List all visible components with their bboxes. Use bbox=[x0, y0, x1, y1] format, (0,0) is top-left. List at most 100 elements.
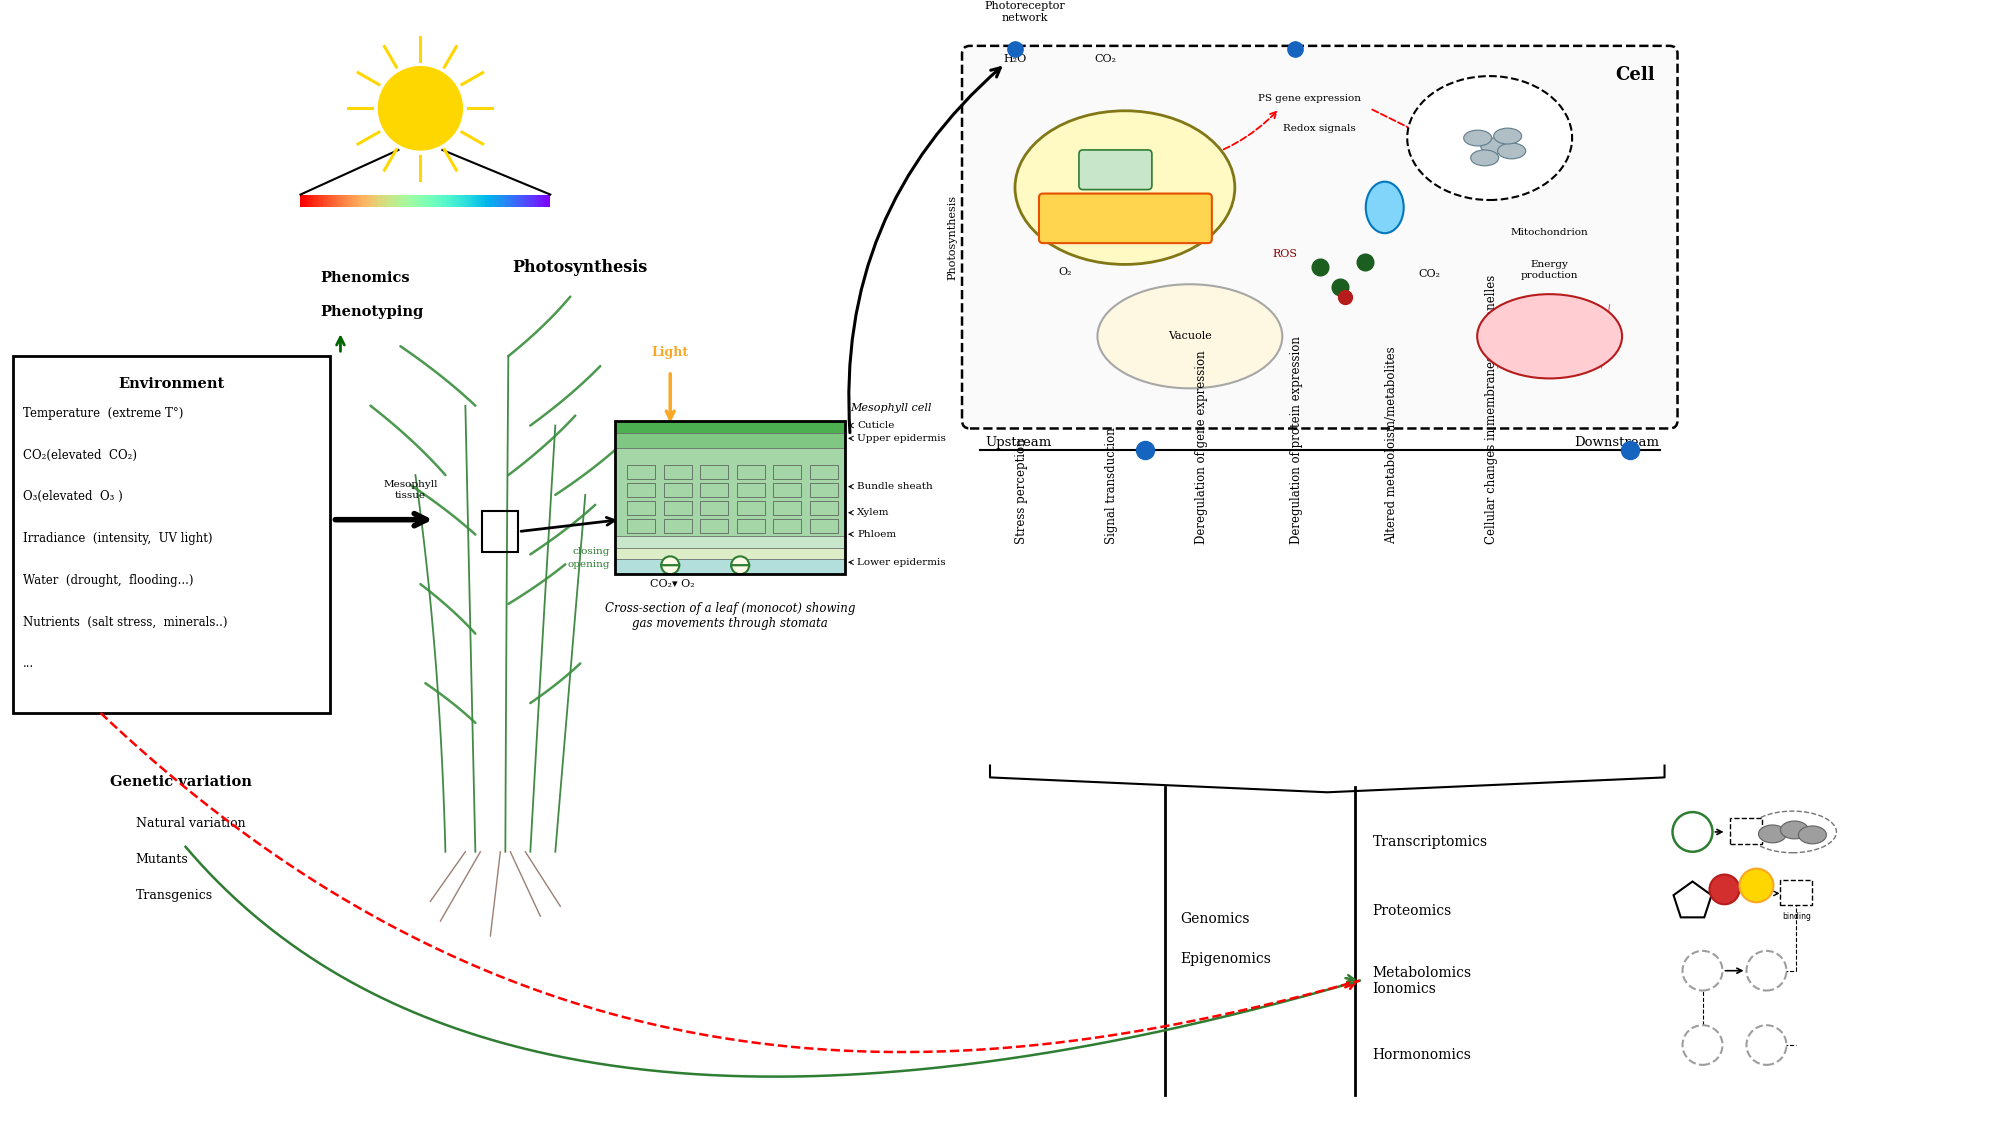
Text: Temperature  (extreme T°): Temperature (extreme T°) bbox=[22, 407, 184, 420]
Ellipse shape bbox=[1494, 128, 1522, 144]
Bar bbox=[12, 356, 330, 713]
Circle shape bbox=[1682, 950, 1722, 991]
Text: G: G bbox=[1762, 1040, 1770, 1050]
Wedge shape bbox=[732, 565, 750, 574]
Bar bbox=[736, 501, 764, 515]
Text: CO₂: CO₂ bbox=[1418, 269, 1440, 279]
Ellipse shape bbox=[1480, 138, 1508, 154]
Text: Deregulation of gene expression: Deregulation of gene expression bbox=[1194, 350, 1208, 545]
FancyBboxPatch shape bbox=[1780, 879, 1812, 905]
Text: Irradiance  (intensity,  UV light): Irradiance (intensity, UV light) bbox=[22, 532, 212, 545]
Circle shape bbox=[1682, 1025, 1722, 1064]
Circle shape bbox=[1710, 875, 1740, 904]
Text: Redox signals: Redox signals bbox=[1284, 124, 1356, 133]
Text: binding: binding bbox=[1782, 912, 1810, 921]
Bar bbox=[664, 466, 692, 479]
Text: Upper epidermis: Upper epidermis bbox=[848, 434, 946, 443]
Text: CO₂▾ O₂: CO₂▾ O₂ bbox=[650, 579, 694, 589]
Text: Nucleus: Nucleus bbox=[1456, 88, 1502, 98]
Bar bbox=[774, 484, 802, 497]
Wedge shape bbox=[662, 556, 680, 565]
Bar bbox=[810, 519, 838, 532]
Bar bbox=[616, 420, 846, 433]
Bar bbox=[664, 501, 692, 515]
Text: ROS: ROS bbox=[1272, 249, 1298, 259]
Text: B: B bbox=[1744, 826, 1750, 836]
Text: Cuticle: Cuticle bbox=[848, 421, 894, 431]
Bar bbox=[628, 466, 656, 479]
Text: Genomics: Genomics bbox=[1180, 912, 1250, 927]
Text: Metabolomics
Ionomics: Metabolomics Ionomics bbox=[1372, 965, 1472, 996]
Bar bbox=[774, 501, 802, 515]
Circle shape bbox=[1746, 1025, 1786, 1064]
Text: E: E bbox=[1764, 966, 1770, 975]
Bar bbox=[616, 420, 846, 574]
Text: B: B bbox=[1794, 887, 1800, 897]
Ellipse shape bbox=[1366, 182, 1404, 233]
FancyBboxPatch shape bbox=[1730, 818, 1762, 844]
Text: A: A bbox=[1690, 827, 1696, 837]
Text: F: F bbox=[1700, 1040, 1706, 1050]
Text: Transgenics: Transgenics bbox=[136, 889, 212, 902]
Wedge shape bbox=[732, 556, 750, 565]
Text: Photosynthesis: Photosynthesis bbox=[512, 259, 648, 276]
Text: Mesophyll cell: Mesophyll cell bbox=[850, 402, 932, 412]
Text: Energy
production: Energy production bbox=[1520, 260, 1578, 280]
Wedge shape bbox=[662, 565, 680, 574]
Text: CH₂O: CH₂O bbox=[1194, 191, 1226, 201]
Bar bbox=[736, 466, 764, 479]
Ellipse shape bbox=[1498, 144, 1526, 159]
Text: PS gene expression: PS gene expression bbox=[1258, 95, 1362, 103]
Text: Mitochondrion: Mitochondrion bbox=[1510, 228, 1588, 237]
Bar bbox=[774, 519, 802, 532]
Text: Proteomics: Proteomics bbox=[1372, 904, 1452, 919]
Text: closing: closing bbox=[572, 547, 610, 556]
Bar bbox=[616, 536, 846, 548]
Bar bbox=[736, 519, 764, 532]
Bar bbox=[616, 433, 846, 449]
Text: Bundle sheath: Bundle sheath bbox=[848, 483, 932, 492]
Text: Signal transduction: Signal transduction bbox=[1104, 428, 1118, 545]
Text: Stress perception: Stress perception bbox=[1014, 438, 1028, 545]
Bar bbox=[664, 484, 692, 497]
Bar bbox=[664, 519, 692, 532]
Bar bbox=[482, 511, 518, 553]
Text: Phenomics: Phenomics bbox=[320, 271, 410, 285]
Bar bbox=[616, 548, 846, 559]
FancyBboxPatch shape bbox=[1078, 150, 1152, 190]
Text: Deregulation of protein expression: Deregulation of protein expression bbox=[1290, 337, 1302, 545]
Text: P: P bbox=[1752, 880, 1760, 890]
Ellipse shape bbox=[1758, 825, 1786, 843]
Bar bbox=[736, 484, 764, 497]
FancyBboxPatch shape bbox=[1038, 193, 1212, 243]
Text: Mesophyll
tissue: Mesophyll tissue bbox=[384, 480, 438, 499]
Bar bbox=[700, 501, 728, 515]
Text: Transcriptomics: Transcriptomics bbox=[1372, 835, 1488, 849]
Text: D: D bbox=[1698, 966, 1706, 975]
Text: Phloem: Phloem bbox=[848, 530, 896, 539]
Circle shape bbox=[1740, 869, 1774, 903]
Text: Hormonomics: Hormonomics bbox=[1372, 1048, 1472, 1062]
Text: Water  (drought,  flooding...): Water (drought, flooding...) bbox=[22, 574, 194, 586]
Ellipse shape bbox=[1780, 822, 1808, 838]
Text: Genetic variation: Genetic variation bbox=[110, 775, 252, 790]
Text: O₂: O₂ bbox=[1058, 267, 1072, 277]
Text: ✕: ✕ bbox=[1468, 179, 1482, 197]
Text: Downstream: Downstream bbox=[1574, 436, 1660, 449]
Ellipse shape bbox=[1014, 111, 1234, 264]
Text: opening: opening bbox=[568, 560, 610, 570]
Text: H₂O: H₂O bbox=[1004, 54, 1026, 63]
Text: Cellular changes in membranes & organelles: Cellular changes in membranes & organell… bbox=[1484, 276, 1498, 545]
Bar bbox=[810, 466, 838, 479]
Text: Cross-section of a leaf (monocot) showing
gas movements through stomata: Cross-section of a leaf (monocot) showin… bbox=[606, 602, 856, 629]
Text: O₃(elevated  O₃ ): O₃(elevated O₃ ) bbox=[22, 490, 122, 503]
Bar bbox=[616, 559, 846, 574]
Ellipse shape bbox=[1798, 826, 1826, 844]
Text: Upstream: Upstream bbox=[986, 436, 1052, 449]
Bar bbox=[628, 519, 656, 532]
Ellipse shape bbox=[1470, 150, 1498, 166]
Text: Mutants: Mutants bbox=[136, 853, 188, 867]
Text: Photosynthesis: Photosynthesis bbox=[948, 194, 958, 280]
Text: Natural variation: Natural variation bbox=[136, 817, 246, 831]
Text: Light reactions: Light reactions bbox=[1080, 214, 1168, 223]
